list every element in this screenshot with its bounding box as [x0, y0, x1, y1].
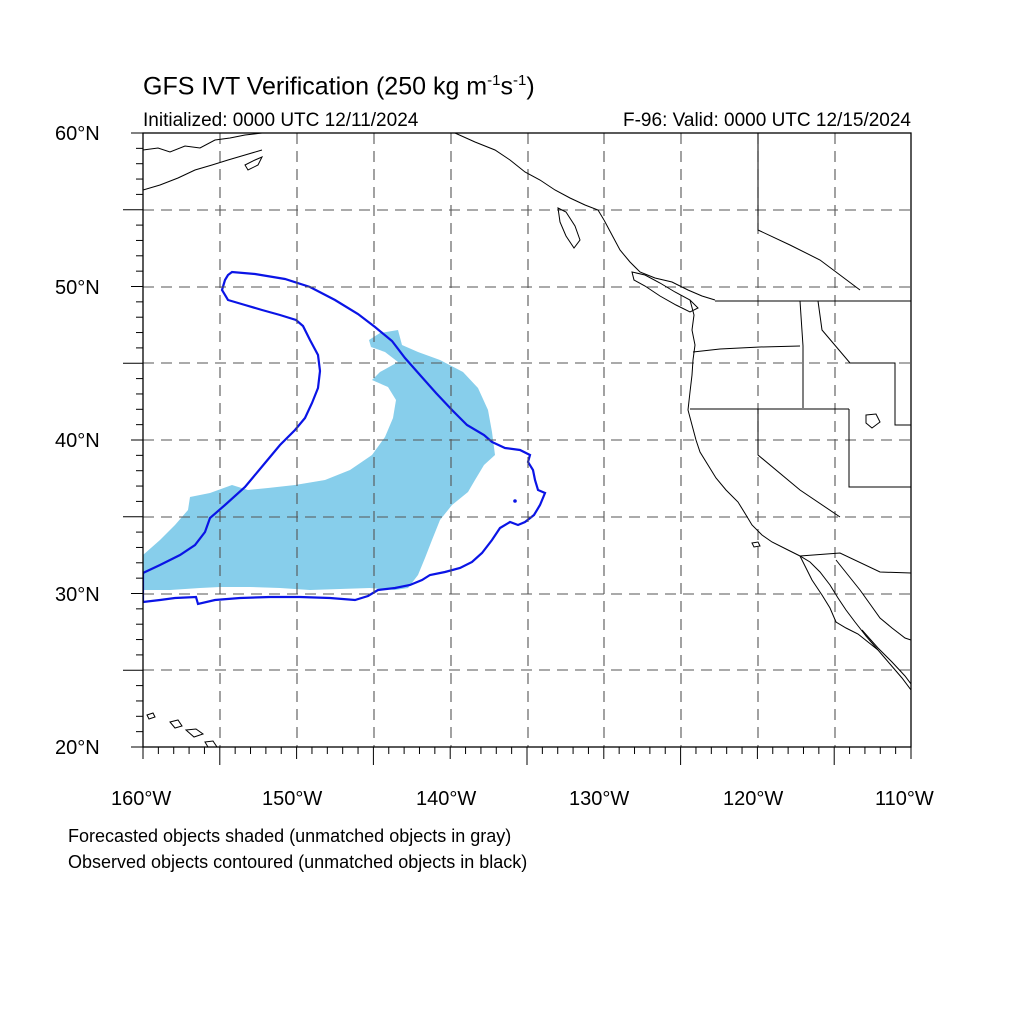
lat-label-50: 50°N: [55, 277, 100, 299]
alaska-panhandle: [454, 133, 605, 221]
alaska-peninsula: [143, 149, 263, 191]
map-title: GFS IVT Verification (250 kg m-1s-1): [143, 72, 535, 101]
washington-oregon-border: [692, 345, 801, 353]
coastlines: [143, 133, 911, 747]
us-west-coastline: [687, 299, 911, 691]
lat-label-40: 40°N: [55, 430, 100, 452]
idaho-utah-border: [848, 409, 911, 488]
haida-gwaii: [557, 207, 581, 249]
graticule: [143, 133, 911, 747]
lon-label-130w: 130°W: [569, 788, 630, 810]
lat-label-60: 60°N: [55, 123, 100, 145]
forecast-caption: Forecasted objects shaded (unmatched obj…: [68, 826, 512, 846]
lat-label-20: 20°N: [55, 737, 100, 759]
montana-border: [817, 300, 911, 426]
map-plot-area: [143, 133, 911, 747]
vancouver-island: [631, 271, 699, 313]
kodiak-island: [244, 156, 264, 171]
us-mexico-border: [799, 552, 911, 574]
alaska-coastline: [143, 133, 263, 153]
hawaii-island-4: [204, 740, 218, 747]
baja-peninsula: [799, 555, 879, 651]
lon-label-150w: 150°W: [262, 788, 323, 810]
valid-time: F-96: Valid: 0000 UTC 12/15/2024: [623, 110, 911, 131]
lon-label-120w: 120°W: [723, 788, 784, 810]
canada-coast: [603, 219, 716, 301]
lat-label-30: 30°N: [55, 584, 100, 606]
initialized-time: Initialized: 0000 UTC 12/11/2024: [143, 110, 419, 131]
lon-label-160w: 160°W: [111, 788, 172, 810]
forecast-ivt-object: [143, 330, 495, 590]
mexico-mainland-coast: [835, 559, 911, 641]
lon-label-110w: 110°W: [875, 788, 934, 810]
nevada-california-border: [757, 409, 841, 518]
hawaii-island-2: [169, 719, 183, 729]
canada-interior: [757, 133, 861, 291]
axis-ticks: [123, 132, 912, 765]
observed-caption: Observed objects contoured (unmatched ob…: [68, 852, 528, 872]
salton-island: [751, 541, 761, 548]
hawaii-island-3: [184, 728, 205, 738]
observed-small-object: [513, 499, 517, 503]
mexico-coast-south: [861, 629, 911, 685]
great-salt-lake: [865, 413, 881, 429]
hawaii-island-1: [146, 712, 156, 720]
observed-ivt-contour: [143, 270, 547, 606]
lon-label-140w: 140°W: [416, 788, 477, 810]
idaho-west-border: [799, 300, 804, 408]
